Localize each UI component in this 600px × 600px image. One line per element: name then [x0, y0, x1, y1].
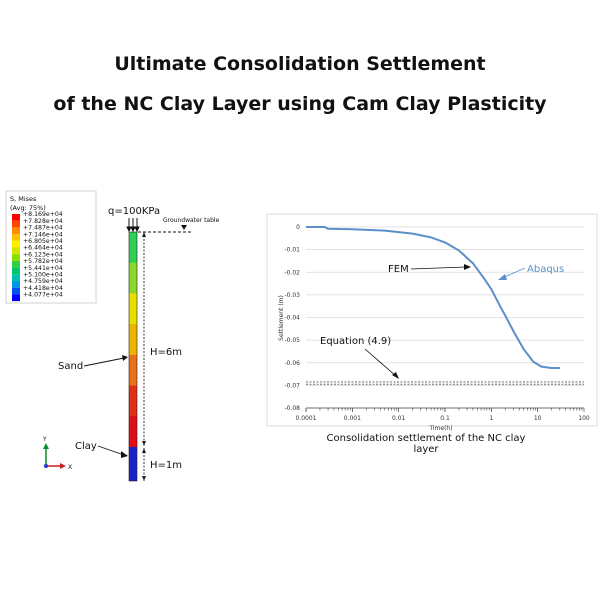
- load-label: q=100KPa: [108, 206, 160, 217]
- soil-element-sand: [129, 293, 137, 325]
- legend-value: +5.441e+04: [23, 265, 63, 272]
- clay-height-label: H=1m: [150, 460, 182, 471]
- axis-triad-icon: Y X: [42, 436, 72, 471]
- series-abaqus-line: [306, 226, 560, 369]
- legend-subheader: (Avg: 75%): [10, 204, 46, 212]
- legend-swatch: [12, 287, 20, 295]
- soil-element-sand: [129, 385, 137, 417]
- y-tick-label: -0.07: [284, 382, 300, 389]
- groundwater-label: Groundwater table: [163, 217, 220, 224]
- y-tick-label: 0: [296, 224, 300, 231]
- chart-caption: Consolidation settlement of the NC clay …: [326, 433, 526, 455]
- legend-header: S, Mises: [10, 195, 37, 203]
- page-title-line-1: Ultimate Consolidation Settlement: [114, 53, 486, 75]
- legend-value: +7.828e+04: [23, 218, 63, 225]
- annotation-abaqus: Abaqus: [527, 264, 564, 275]
- legend-swatch: [12, 247, 20, 255]
- x-tick-label: 0.1: [440, 415, 450, 422]
- y-axis-label: Settlement (m): [278, 295, 285, 341]
- legend-value: +6.805e+04: [23, 238, 63, 245]
- legend-value: +8.169e+04: [23, 211, 63, 218]
- legend-value: +4.077e+04: [23, 292, 63, 299]
- x-tick-label: 0.001: [344, 415, 361, 422]
- soil-column-outline: [128, 231, 138, 482]
- x-tick-label: 10: [534, 415, 542, 422]
- annotation-fem-arrow: [410, 266, 467, 270]
- x-tick-label: 1: [489, 415, 493, 422]
- y-tick-label: -0.02: [284, 269, 300, 276]
- legend-value: +7.146e+04: [23, 231, 63, 238]
- x-tick-label: 0.0001: [296, 415, 317, 422]
- y-tick-label: -0.04: [284, 315, 300, 322]
- legend-swatch: [12, 274, 20, 281]
- x-tick-label: 0.01: [392, 415, 406, 422]
- annotation-equation-arrow: [364, 348, 397, 377]
- legend-swatch: [12, 260, 20, 268]
- legend-swatch: [12, 234, 20, 241]
- page-title-line-2: of the NC Clay Layer using Cam Clay Plas…: [53, 93, 547, 115]
- axis-y-label: Y: [42, 436, 47, 443]
- clay-label: Clay: [75, 441, 97, 452]
- legend-swatch: [12, 214, 20, 221]
- legend-swatch: [12, 281, 20, 288]
- annotation-fem: FEM: [388, 264, 409, 275]
- annotation-equation: Equation (4.9): [320, 336, 391, 347]
- legend-value: +5.100e+04: [23, 272, 63, 279]
- legend-value: +4.418e+04: [23, 285, 63, 292]
- annotation-abaqus-arrow: [501, 267, 526, 279]
- soil-element-sand: [129, 416, 137, 448]
- soil-element-sand: [129, 354, 137, 386]
- legend-value: +5.782e+04: [23, 258, 63, 265]
- sand-height-label: H=6m: [150, 347, 182, 358]
- legend-swatch: [12, 267, 20, 275]
- legend-value: +6.123e+04: [23, 251, 63, 258]
- x-axis-label: Time(h): [428, 425, 452, 432]
- legend-value: +7.487e+04: [23, 225, 63, 232]
- legend-value: +6.464e+04: [23, 245, 63, 252]
- y-tick-label: -0.05: [284, 337, 300, 344]
- y-tick-label: -0.03: [284, 292, 300, 299]
- legend-swatch: [12, 254, 20, 261]
- y-tick-label: -0.06: [284, 360, 300, 367]
- chart-frame: [266, 213, 598, 427]
- y-tick-label: -0.08: [284, 405, 300, 412]
- axis-x-label: X: [68, 464, 72, 471]
- water-table-icon: [181, 225, 187, 230]
- legend-swatch: [12, 294, 20, 302]
- x-tick-label: 100: [578, 415, 590, 422]
- legend-value: +4.759e+04: [23, 278, 63, 285]
- legend-frame: [5, 190, 97, 304]
- soil-element-clay: [129, 447, 137, 481]
- soil-element-sand: [129, 324, 137, 356]
- sand-label: Sand: [58, 361, 83, 372]
- legend-swatch: [12, 220, 20, 228]
- load-arrows: [126, 218, 140, 233]
- soil-element-sand: [129, 232, 137, 264]
- legend-swatch: [12, 240, 20, 248]
- legend-swatch: [12, 227, 20, 235]
- y-tick-label: -0.01: [284, 247, 300, 254]
- soil-element-sand: [129, 262, 137, 294]
